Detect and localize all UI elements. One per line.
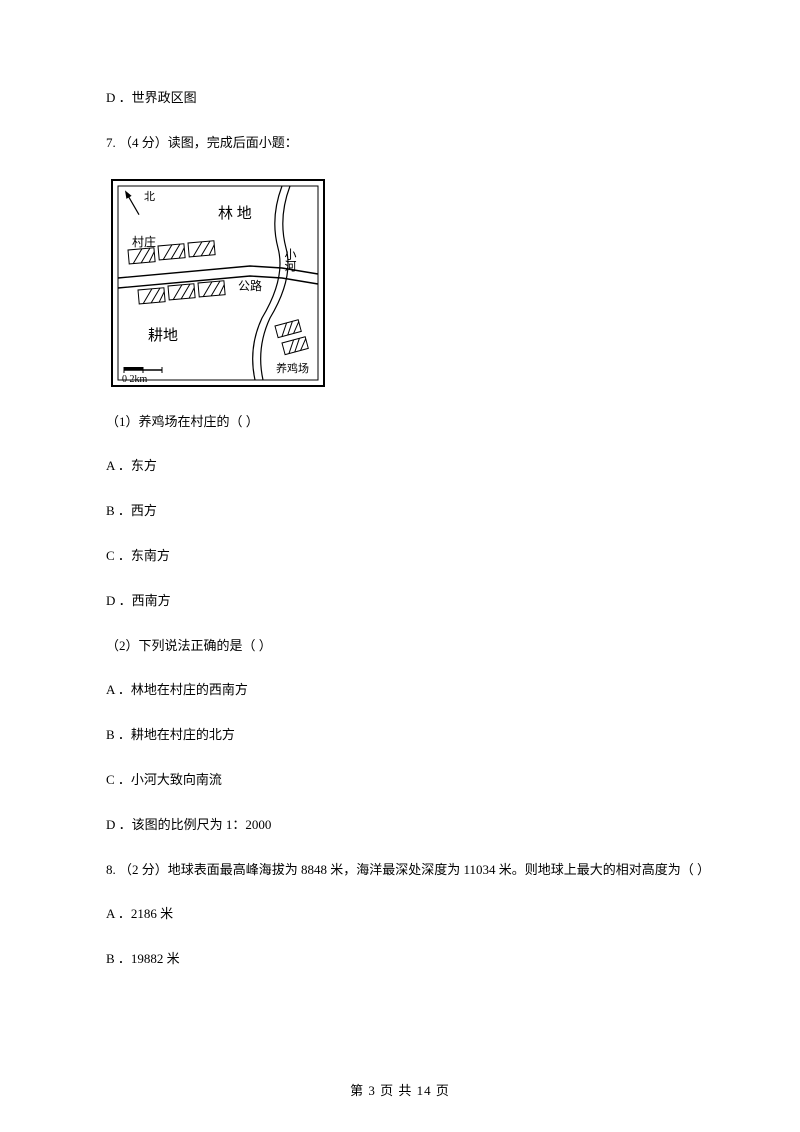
map-chicken-farm [275, 319, 308, 354]
q7-sub1-stem: （1）养鸡场在村庄的（ ） [80, 412, 720, 433]
q7-sub2-a: A ．林地在村庄的西南方 [80, 680, 720, 701]
q7-sub1-d: D ．西南方 [80, 591, 720, 612]
map-river-label: 小河 [283, 247, 297, 271]
map-road-label: 公路 [238, 278, 262, 293]
prev-option-d: D ．世界政区图 [80, 88, 720, 109]
q7-sub2-stem: （2）下列说法正确的是（ ） [80, 636, 720, 657]
q7-sub2-c: C ．小河大致向南流 [80, 770, 720, 791]
q8-a: A ．2186 米 [80, 904, 720, 925]
q7-map: 北 林 地 公路 村庄 [110, 178, 326, 388]
map-svg: 北 林 地 公路 村庄 [110, 178, 326, 388]
q8-stem: 8. （2 分）地球表面最高峰海拔为 8848 米，海洋最深处深度为 11034… [80, 860, 720, 881]
q7-stem: 7. （4 分）读图，完成后面小题： [80, 133, 720, 154]
map-scale [124, 367, 162, 373]
map-forest-label: 林 地 [218, 205, 252, 222]
map-chickenfarm-label: 养鸡场 [276, 361, 309, 375]
q7-sub1-b: B ．西方 [80, 501, 720, 522]
q7-sub2-b: B ．耕地在村庄的北方 [80, 725, 720, 746]
q7-sub1-a: A ．东方 [80, 456, 720, 477]
map-village-label: 村庄 [132, 234, 156, 249]
q8-b: B ．19882 米 [80, 949, 720, 970]
page-footer: 第 3 页 共 14 页 [0, 1081, 800, 1102]
map-farmland-label: 耕地 [148, 326, 178, 344]
map-north-label: 北 [144, 190, 155, 203]
map-scale-label: 0 2km [122, 374, 148, 385]
q7-sub1-c: C ．东南方 [80, 546, 720, 567]
q7-sub2-d: D ．该图的比例尺为 1：2000 [80, 815, 720, 836]
